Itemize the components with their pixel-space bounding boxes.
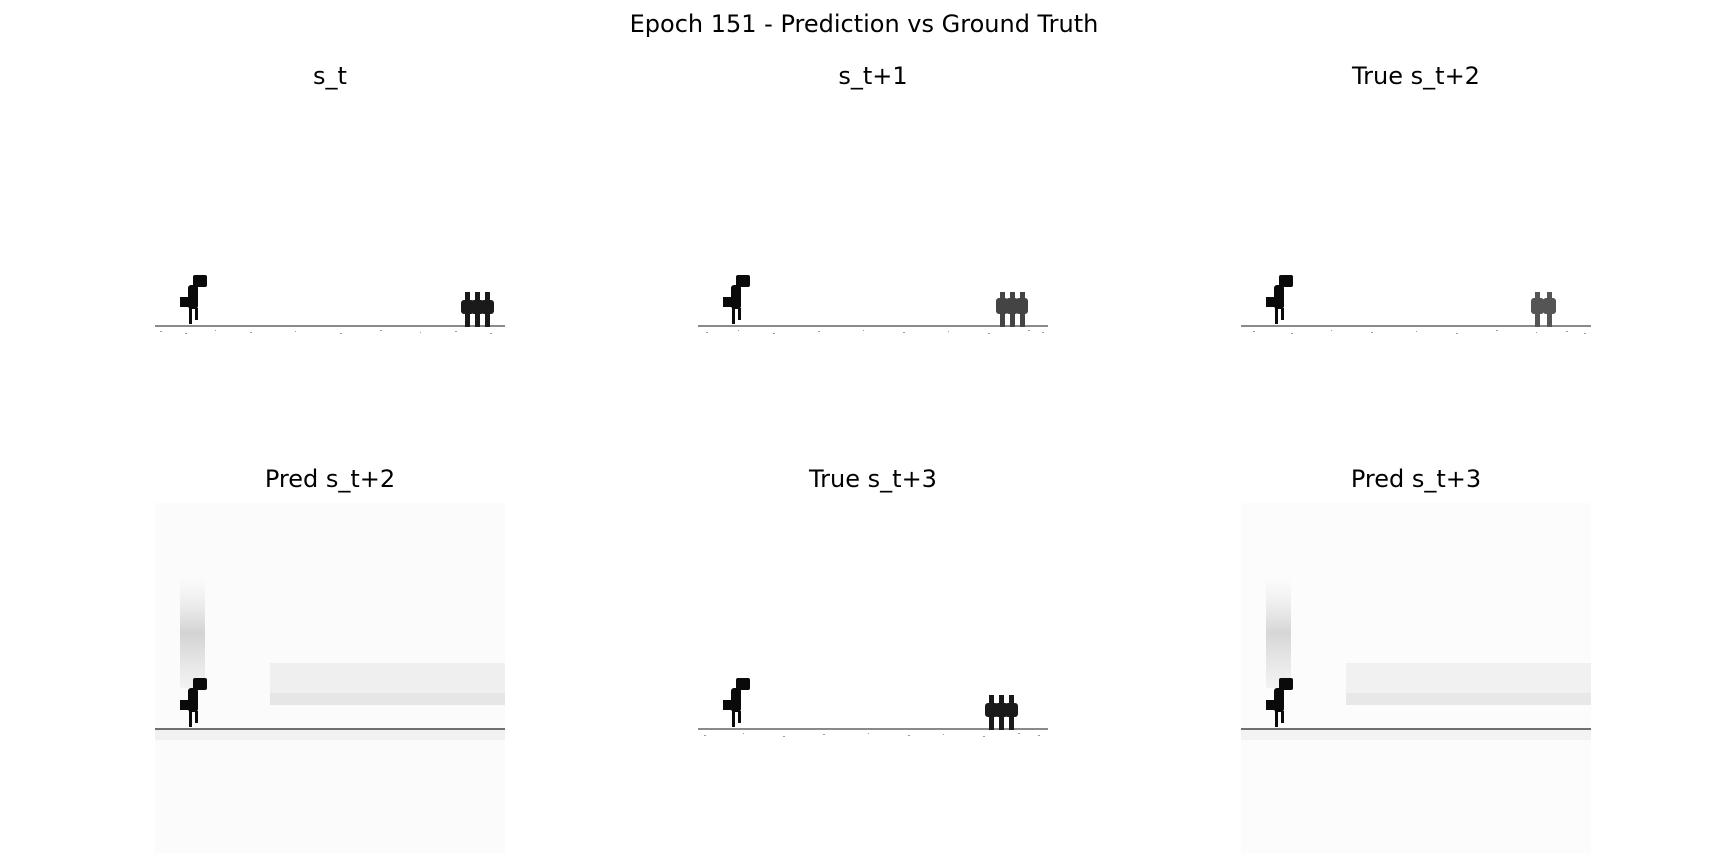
ground-specks <box>160 330 492 334</box>
panel-s-t1 <box>698 100 1048 450</box>
cactus-group <box>1531 292 1556 327</box>
ground-line <box>1241 325 1591 327</box>
ghost-dino <box>1266 578 1291 688</box>
panel-title-pred-s-t2: Pred s_t+2 <box>264 465 396 493</box>
ground-line <box>155 728 505 730</box>
ground-specks <box>1253 330 1586 334</box>
panel-title-true-s-t3: True s_t+3 <box>809 465 937 493</box>
panel-s-t <box>155 100 505 450</box>
dino-sprite <box>723 678 750 727</box>
cactus-group <box>996 292 1028 327</box>
dino-sprite <box>1266 678 1293 727</box>
dino-sprite <box>180 678 207 727</box>
panel-pred-s-t3 <box>1241 503 1591 853</box>
dino-sprite <box>1266 275 1293 324</box>
ground-specks <box>706 330 1044 334</box>
panel-title-s-t1: s_t+1 <box>838 62 908 90</box>
panel-title-true-s-t2: True s_t+2 <box>1352 62 1480 90</box>
dino-sprite <box>723 275 750 324</box>
dino-sprite <box>180 275 207 324</box>
panel-title-s-t: s_t <box>313 62 347 90</box>
cactus-group <box>985 695 1018 730</box>
ground-line <box>698 728 1048 730</box>
figure-title: Epoch 151 - Prediction vs Ground Truth <box>629 10 1099 38</box>
panel-true-s-t3 <box>698 503 1048 853</box>
cactus-group <box>461 292 494 327</box>
ground-line <box>698 325 1048 327</box>
panel-true-s-t2 <box>1241 100 1591 450</box>
ghost-dino <box>180 578 205 688</box>
ground-line <box>1241 728 1591 730</box>
ground-specks <box>704 733 1040 737</box>
panel-title-pred-s-t3: Pred s_t+3 <box>1350 465 1482 493</box>
ground-line <box>155 325 505 327</box>
panel-pred-s-t2 <box>155 503 505 853</box>
